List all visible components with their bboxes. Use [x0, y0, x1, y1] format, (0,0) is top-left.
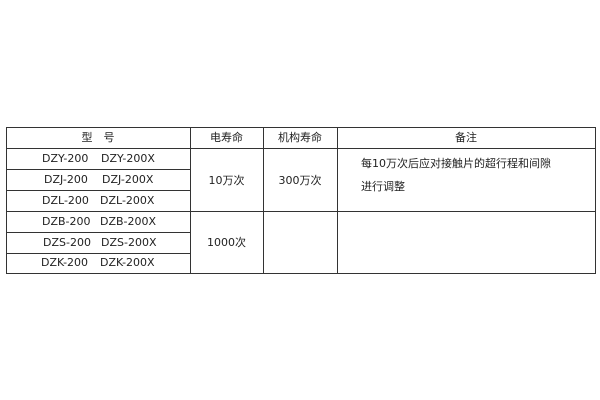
model-cell: DZK-200 — [41, 256, 89, 269]
border — [6, 148, 596, 149]
header-model: 型 号 — [81, 131, 115, 144]
remarks-line: 每10万次后应对接触片的超行程和间隙 — [361, 157, 551, 170]
model-cell: DZL-200 — [42, 194, 89, 207]
electrical-life-cell: 10万次 — [208, 174, 245, 187]
model-cell: DZY-200X — [101, 152, 155, 165]
border — [263, 127, 264, 274]
mechanical-life-cell: 300万次 — [278, 174, 322, 187]
model-cell: DZB-200 — [42, 215, 91, 228]
border — [6, 127, 596, 128]
model-cell: DZJ-200X — [102, 173, 154, 186]
border — [6, 232, 190, 233]
border — [6, 169, 190, 170]
model-cell: DZK-200X — [100, 256, 155, 269]
model-cell: DZL-200X — [100, 194, 155, 207]
border — [337, 127, 338, 274]
header-electrical-life: 电寿命 — [210, 131, 243, 144]
border — [190, 127, 191, 274]
border — [6, 211, 596, 212]
model-cell: DZY-200 — [42, 152, 89, 165]
border — [6, 253, 190, 254]
border — [6, 190, 190, 191]
model-cell: DZB-200X — [100, 215, 157, 228]
header-remarks: 备注 — [455, 131, 477, 144]
model-cell: DZJ-200 — [44, 173, 88, 186]
remarks-line: 进行调整 — [361, 180, 405, 193]
border — [6, 273, 596, 274]
model-cell: DZS-200X — [101, 236, 157, 249]
border — [6, 127, 7, 274]
border — [595, 127, 596, 274]
header-mechanical-life: 机构寿命 — [278, 131, 322, 144]
electrical-life-cell: 1000次 — [207, 236, 246, 249]
model-cell: DZS-200 — [43, 236, 91, 249]
